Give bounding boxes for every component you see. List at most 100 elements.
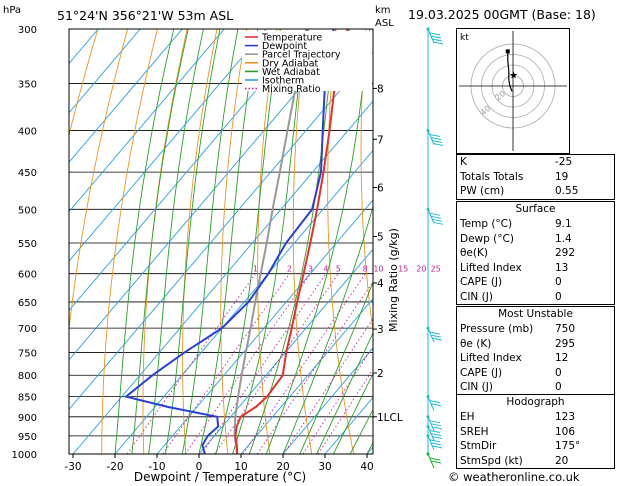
mu-li-label: Lifted Index [460,352,522,364]
temperature-tick-label: 0 [196,461,203,473]
height-tick-label: 2 [377,368,384,380]
hodograph-unit-label: kt [460,33,469,43]
wind-barb-feather [430,215,442,219]
isotherm-line [156,199,373,454]
temperature-axis: -30 -20 -10 0 10 20 30 40 [64,454,374,473]
wind-barb-feather [430,334,442,338]
footer-credit: © weatheronline.co.uk [448,470,580,484]
mixing-ratio-label: 20 [416,265,426,274]
storm-motion-marker: ★ [509,71,518,82]
legend-entry: Dewpoint [262,41,307,52]
wind-barb-feather [429,134,441,138]
mu-thetae-label: θe (K) [460,337,492,350]
wet-adiabat-line [114,29,175,454]
mixing-ratio-label: 3 [308,265,313,274]
surface-cape-label: CAPE (J) [460,276,503,288]
temperature-tick-label: 20 [276,461,289,473]
wind-barb-feather [430,35,442,39]
dry-adiabat-line [101,29,158,454]
k-index-row: K -25 [457,155,614,170]
wind-barb-dot [426,27,430,31]
legend-entry: Isotherm [262,76,304,87]
mixing-ratio-label: 8 [363,265,368,274]
pressure-tick-label: 700 [18,324,37,335]
surface-dewp-value: 1.4 [555,232,572,245]
mixing-ratio-axis-label: Mixing Ratio (g/kg) [387,228,400,332]
mixing-ratio-labels: 1 2 3 4 5 8 10 15 20 25 [253,265,441,274]
plot-frame [68,28,374,455]
temperature-tick-label: -10 [148,461,165,473]
wind-barb-feather [429,400,441,404]
pressure-unit: hPa [3,5,21,16]
height-unit-bottom: ASL [375,18,394,29]
mixing-ratio-line [162,273,290,454]
mixing-ratio-label: 10 [373,265,383,274]
mu-cape-label: CAPE (J) [460,366,503,379]
mu-cape-row: CAPE (J) 0 [457,366,614,381]
hodograph-ring-label: 40 [479,104,493,117]
hodograph-trace [507,51,513,92]
mu-cin-row: CIN (J) 0 [457,380,614,395]
surface-temp-label: Temp (°C) [460,218,513,230]
wet-adiabat-line [131,29,189,454]
pressure-tick-label: 900 [18,413,37,424]
wet-adiabat-line [282,204,373,454]
surface-li-value: 13 [555,261,569,274]
temperature-tick-label: -20 [106,461,123,473]
wind-barb-feather [429,32,441,36]
hodograph-panel: Hodograph EH 123 SREH 106 StmDir 175° StmSp… [456,394,615,469]
mixing-ratio-line [126,273,256,454]
pressure-tick-label: 350 [18,79,37,90]
wind-barb [426,326,443,343]
wind-barb-feather [431,38,443,42]
pressure-tick-label: 400 [18,127,37,138]
stmspd-value: 20 [555,454,569,467]
parcel-trajectory [233,29,310,454]
most-unstable-panel: Most Unstable Pressure (mb) 750 θe (K) 295… [456,306,615,396]
wind-barb-dot [426,452,430,456]
wet-adiabat-line [198,29,259,454]
wind-barb-feather [430,403,442,407]
stmspd-label: StmSpd (kt) [460,454,523,467]
temperature-tick-label: 10 [234,461,247,473]
pressure-tick-label: 950 [18,432,37,443]
mu-pressure-row: Pressure (mb) 750 [457,322,614,337]
pressure-axis: 300 350 400 450 500 550 600 650 700 750 800 850 900 9… [12,25,37,461]
mu-pressure-label: Pressure (mb) [460,323,534,335]
mixing-ratio-label: 5 [336,265,341,274]
wind-barb-column [426,27,444,469]
mu-thetae-value: 295 [555,337,576,350]
isotherm-line [69,29,225,213]
legend-entry: Temperature [261,33,322,44]
isotherm-line [69,50,373,410]
totals-totals-row: Totals Totals 19 [457,170,614,185]
profiles [123,29,349,454]
hodograph: kt 20 40 ★ [456,28,570,154]
surface-panel: Surface Temp (°C) 9.1 Dewp (°C) 1.4 θe(K) 2… [456,201,615,305]
most-unstable-title: Most Unstable [498,308,573,320]
surface-cape-value: 0 [555,276,562,288]
wet-adiabat-line [332,372,373,454]
height-tick-label: 4 [377,278,384,290]
wind-barb-feather [431,218,443,222]
pressure-tick-label: 1000 [12,450,37,461]
surface-cin-value: 0 [555,290,562,303]
wind-barb-feather [430,432,442,436]
wind-barb-dot [426,434,430,438]
wind-barb-feather [431,426,443,430]
wind-barb-feather [429,457,441,461]
eh-row: EH 123 [457,410,614,425]
stmdir-value: 175° [555,440,581,452]
sreh-label: SREH [460,425,489,438]
wind-barb-feather [432,143,444,147]
indices-panel: K -25 Totals Totals 19 PW (cm) 0.55 [456,154,615,200]
hodograph-title: Hodograph [506,396,565,408]
wet-adiabat-line [316,331,373,454]
surface-title: Surface [515,203,556,215]
surface-thetae-value: 292 [555,247,576,259]
wet-adiabat-line [181,29,239,454]
mixing-ratio-line [242,273,366,454]
height-tick-label: 7 [377,134,384,146]
temperature-tick-label: 40 [360,461,373,473]
